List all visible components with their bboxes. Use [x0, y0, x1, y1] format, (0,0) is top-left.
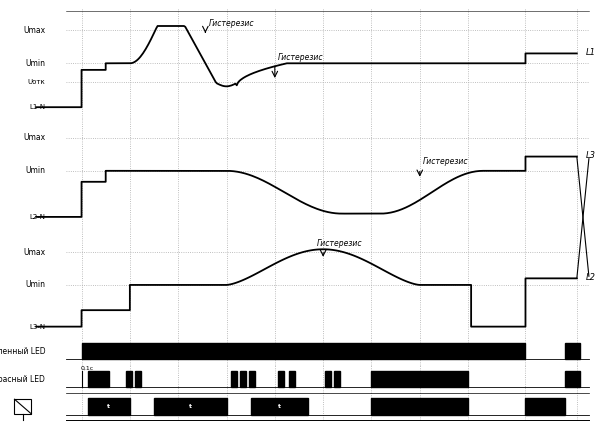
Text: Гистерезис: Гистерезис [278, 53, 324, 62]
Text: 0,1c: 0,1c [81, 366, 94, 371]
Text: Umax: Umax [23, 133, 45, 142]
Bar [249, 371, 255, 387]
Bar [88, 398, 130, 415]
Bar [251, 398, 308, 415]
Bar [82, 344, 525, 359]
Text: t: t [189, 404, 191, 409]
Text: Umin: Umin [25, 166, 45, 175]
Bar [325, 371, 331, 387]
Text: Гистерезис: Гистерезис [208, 19, 254, 28]
Text: зеленный LED: зеленный LED [0, 347, 45, 356]
Bar [371, 398, 468, 415]
Bar [565, 344, 580, 359]
Text: Umax: Umax [23, 26, 45, 35]
Text: L2: L2 [586, 273, 596, 282]
Bar [135, 371, 141, 387]
Bar [154, 398, 226, 415]
Text: L3-N: L3-N [29, 324, 45, 330]
Bar [278, 371, 284, 387]
Bar [289, 371, 295, 387]
Bar [565, 371, 580, 387]
Text: L1: L1 [586, 48, 596, 57]
Bar [88, 371, 109, 387]
Text: t: t [108, 404, 110, 409]
Bar [525, 398, 565, 415]
Bar [126, 371, 132, 387]
Bar [14, 399, 31, 414]
Text: L2-N: L2-N [30, 214, 45, 220]
Text: красный LED: красный LED [0, 375, 45, 384]
Text: Гистерезис: Гистерезис [423, 157, 469, 166]
Text: Uотк: Uотк [28, 79, 45, 85]
Text: Гистерезис: Гистерезис [317, 238, 363, 248]
Bar [371, 371, 468, 387]
Text: t: t [278, 404, 280, 409]
Bar [231, 371, 237, 387]
Text: Umax: Umax [23, 248, 45, 257]
Text: L3: L3 [586, 151, 596, 160]
Text: L1-N: L1-N [29, 104, 45, 110]
Text: Umin: Umin [25, 59, 45, 68]
Text: Umin: Umin [25, 281, 45, 289]
Bar [240, 371, 246, 387]
Bar [334, 371, 340, 387]
